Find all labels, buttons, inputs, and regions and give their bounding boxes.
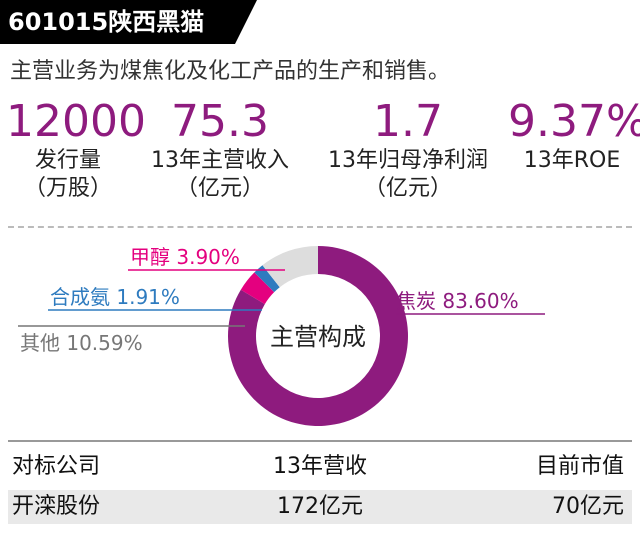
header-title: 601015陕西黑猫 (8, 8, 205, 36)
table-header-row: 对标公司 13年营收 目前市值 (8, 450, 632, 484)
stat-label-unit: （亿元） (363, 176, 452, 201)
table-cell: 70亿元 (552, 494, 624, 519)
stat-label: 发行量 (34, 148, 101, 173)
pie-slice-1 (240, 272, 275, 305)
stat-label-unit: （万股） (23, 176, 112, 201)
stat-label: 13年ROE (523, 148, 621, 173)
stat-label: 13年主营收入 (151, 148, 289, 173)
table-header-cell: 13年营收 (273, 454, 367, 479)
stat-net-profit: 1.7 13年归母净利润 （亿元） (318, 97, 498, 203)
table-cell: 172亿元 (277, 494, 363, 519)
slice-label-3: 其他 10.59% (20, 331, 143, 355)
table-row: 开滦股份 172亿元 70亿元 (8, 490, 632, 524)
divider (8, 226, 632, 228)
pie-slice-0 (227, 246, 408, 426)
slice-label-1: 甲醇 3.90% (130, 245, 240, 269)
stat-revenue: 75.3 13年主营收入 （亿元） (140, 97, 300, 203)
composition-donut-chart: 主营构成 焦炭 83.60% 甲醇 3.90% 合成氨 1.91% 其他 10.59% (18, 245, 545, 426)
stat-label-unit: （亿元） (175, 176, 264, 201)
stat-value: 75.3 (171, 96, 269, 147)
stat-value: 9.37% (508, 96, 640, 147)
divider (8, 440, 632, 442)
table-cell: 开滦股份 (12, 494, 101, 519)
table-header-cell: 目前市值 (535, 454, 624, 479)
business-description: 主营业务为煤焦化及化工产品的生产和销售。 (10, 59, 451, 84)
stat-roe: 9.37% 13年ROE (508, 96, 640, 175)
slice-label-0: 焦炭 83.60% (396, 289, 519, 313)
stat-value: 1.7 (373, 96, 443, 147)
stat-shares-issued: 12000 发行量 （万股） (6, 96, 146, 203)
stat-label: 13年归母净利润 (328, 148, 488, 173)
slice-label-2: 合成氨 1.91% (50, 285, 180, 309)
table-header-cell: 对标公司 (12, 454, 101, 479)
pie-slice-3 (262, 246, 318, 288)
pie-slice-2 (254, 265, 280, 293)
chart-center-title: 主营构成 (270, 323, 366, 351)
header-bar: 601015陕西黑猫 (0, 0, 257, 44)
stat-value: 12000 (6, 96, 146, 147)
